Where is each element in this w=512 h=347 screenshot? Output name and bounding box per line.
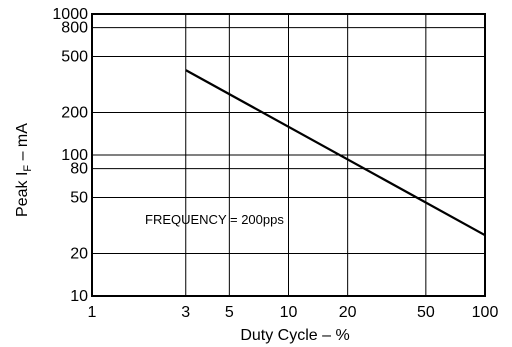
series-line — [185, 69, 486, 237]
y-axis-label-main: Peak I — [14, 172, 31, 217]
y-tick-label: 800 — [61, 20, 88, 37]
y-tick-label: 500 — [61, 48, 88, 65]
grid-lines — [92, 14, 485, 296]
x-tick-label: 20 — [339, 304, 357, 321]
y-tick-label: 20 — [70, 246, 88, 263]
x-tick-label: 5 — [225, 304, 234, 321]
x-tick-label: 50 — [417, 304, 435, 321]
y-axis-label-subscript: F — [22, 165, 34, 172]
y-tick-label: 50 — [70, 189, 88, 206]
y-axis-label: Peak IF – mA — [14, 123, 34, 217]
y-axis-label-tail: – mA — [14, 123, 31, 165]
y-tick-label: 1000 — [52, 6, 88, 23]
plot-frame — [91, 13, 486, 297]
x-axis-label: Duty Cycle – % — [240, 327, 349, 344]
y-tick-label: 200 — [61, 105, 88, 122]
x-tick-labels: 1 3 5 10 20 50 100 — [88, 304, 499, 321]
x-tick-label: 10 — [280, 304, 298, 321]
x-tick-label: 100 — [472, 304, 499, 321]
series-group — [185, 69, 486, 237]
y-tick-label: 10 — [70, 288, 88, 305]
frequency-annotation: FREQUENCY = 200pps — [145, 212, 284, 227]
y-tick-label: 100 — [61, 147, 88, 164]
x-tick-label: 3 — [181, 304, 190, 321]
y-tick-label: 80 — [70, 161, 88, 178]
x-tick-label: 1 — [88, 304, 97, 321]
